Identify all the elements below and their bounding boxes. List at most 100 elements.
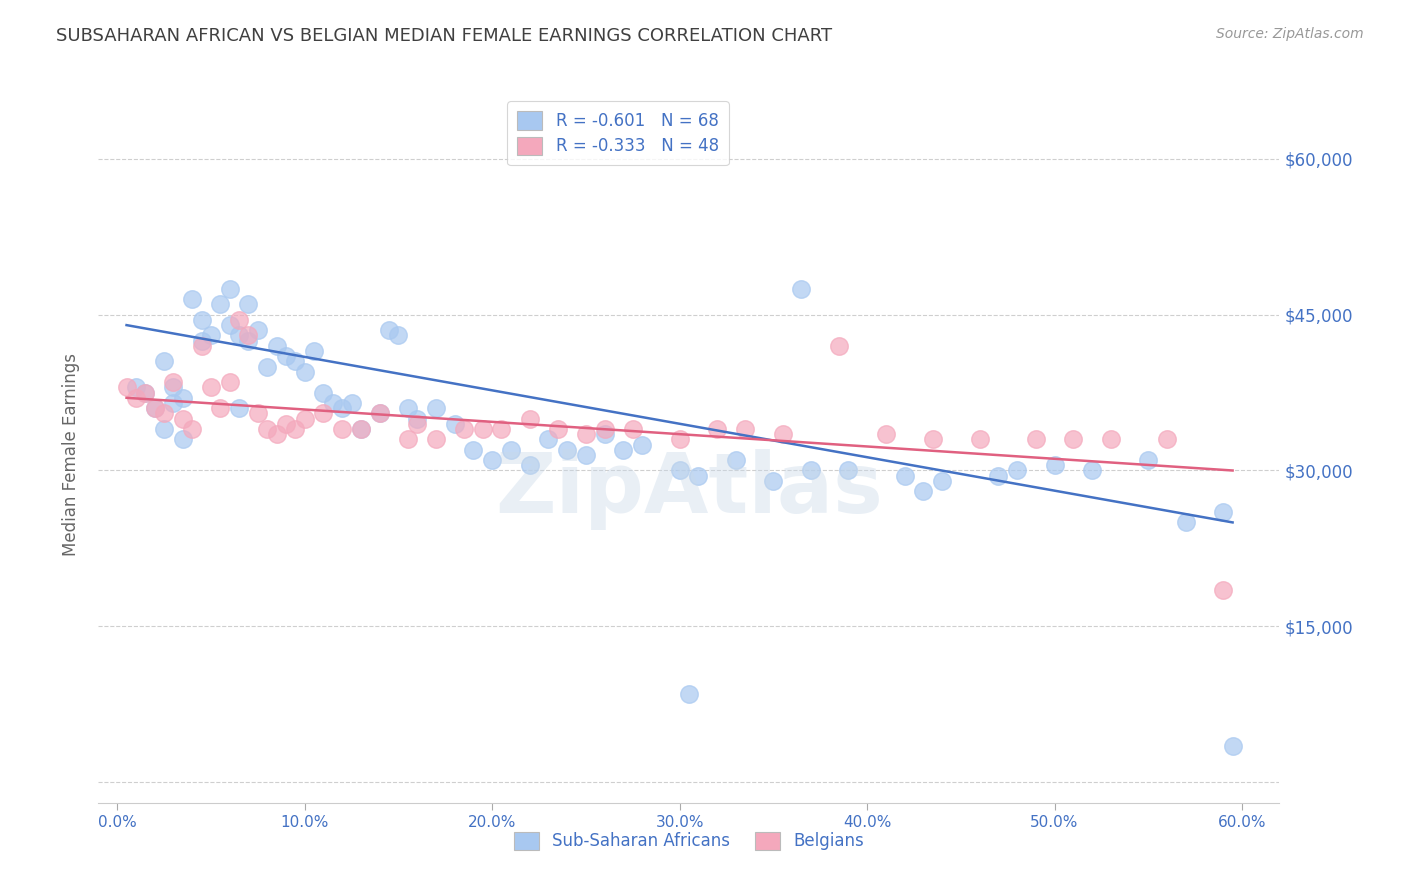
Point bbox=[575, 427, 598, 442]
Point bbox=[125, 391, 148, 405]
Point bbox=[322, 396, 344, 410]
Point bbox=[762, 474, 785, 488]
Y-axis label: Median Female Earnings: Median Female Earnings bbox=[62, 353, 80, 557]
Point bbox=[368, 406, 391, 420]
Point bbox=[987, 468, 1010, 483]
Point bbox=[1099, 433, 1122, 447]
Point bbox=[274, 417, 297, 431]
Point bbox=[1005, 463, 1028, 477]
Point bbox=[678, 687, 700, 701]
Point bbox=[612, 442, 634, 457]
Point bbox=[800, 463, 823, 477]
Point bbox=[406, 417, 429, 431]
Text: SUBSAHARAN AFRICAN VS BELGIAN MEDIAN FEMALE EARNINGS CORRELATION CHART: SUBSAHARAN AFRICAN VS BELGIAN MEDIAN FEM… bbox=[56, 27, 832, 45]
Point bbox=[246, 406, 269, 420]
Text: Source: ZipAtlas.com: Source: ZipAtlas.com bbox=[1216, 27, 1364, 41]
Point bbox=[302, 344, 325, 359]
Point bbox=[593, 422, 616, 436]
Point bbox=[200, 328, 222, 343]
Point bbox=[284, 422, 307, 436]
Point bbox=[912, 484, 935, 499]
Point bbox=[1137, 453, 1160, 467]
Point bbox=[443, 417, 465, 431]
Point bbox=[668, 463, 690, 477]
Point bbox=[256, 359, 278, 374]
Point bbox=[668, 433, 690, 447]
Point bbox=[537, 433, 560, 447]
Point bbox=[181, 292, 204, 306]
Point bbox=[143, 401, 166, 416]
Point bbox=[1062, 433, 1084, 447]
Point bbox=[893, 468, 915, 483]
Text: ZipAtlas: ZipAtlas bbox=[495, 450, 883, 530]
Point bbox=[734, 422, 756, 436]
Point bbox=[330, 422, 353, 436]
Point bbox=[1043, 458, 1066, 473]
Point bbox=[209, 297, 232, 311]
Point bbox=[162, 396, 184, 410]
Point bbox=[396, 433, 419, 447]
Point bbox=[790, 282, 813, 296]
Point bbox=[1222, 739, 1244, 753]
Point bbox=[238, 297, 260, 311]
Point bbox=[162, 376, 184, 390]
Point bbox=[387, 328, 409, 343]
Point bbox=[621, 422, 644, 436]
Point bbox=[921, 433, 943, 447]
Point bbox=[218, 318, 240, 332]
Point bbox=[134, 385, 156, 400]
Point bbox=[875, 427, 897, 442]
Point bbox=[134, 385, 156, 400]
Point bbox=[453, 422, 475, 436]
Point bbox=[143, 401, 166, 416]
Point bbox=[837, 463, 859, 477]
Point bbox=[931, 474, 953, 488]
Point bbox=[969, 433, 991, 447]
Point bbox=[425, 401, 447, 416]
Point bbox=[312, 406, 335, 420]
Point bbox=[256, 422, 278, 436]
Point bbox=[593, 427, 616, 442]
Point bbox=[162, 380, 184, 394]
Point bbox=[312, 385, 335, 400]
Point bbox=[519, 411, 541, 425]
Point bbox=[266, 339, 288, 353]
Legend: Sub-Saharan Africans, Belgians: Sub-Saharan Africans, Belgians bbox=[508, 825, 870, 857]
Point bbox=[471, 422, 494, 436]
Point bbox=[190, 334, 212, 348]
Point bbox=[350, 422, 373, 436]
Point bbox=[406, 411, 429, 425]
Point bbox=[547, 422, 569, 436]
Point bbox=[368, 406, 391, 420]
Point bbox=[125, 380, 148, 394]
Point bbox=[228, 328, 250, 343]
Point bbox=[575, 448, 598, 462]
Point bbox=[228, 313, 250, 327]
Point bbox=[425, 433, 447, 447]
Point bbox=[828, 339, 851, 353]
Point bbox=[172, 391, 194, 405]
Point bbox=[266, 427, 288, 442]
Point bbox=[463, 442, 485, 457]
Point bbox=[181, 422, 204, 436]
Point bbox=[706, 422, 728, 436]
Point bbox=[491, 422, 513, 436]
Point bbox=[1081, 463, 1104, 477]
Point bbox=[499, 442, 522, 457]
Point bbox=[555, 442, 578, 457]
Point bbox=[330, 401, 353, 416]
Point bbox=[340, 396, 363, 410]
Point bbox=[246, 323, 269, 337]
Point bbox=[688, 468, 710, 483]
Point bbox=[772, 427, 794, 442]
Point bbox=[1025, 433, 1047, 447]
Point bbox=[1174, 516, 1197, 530]
Point bbox=[294, 411, 316, 425]
Point bbox=[172, 433, 194, 447]
Point bbox=[378, 323, 401, 337]
Point bbox=[724, 453, 747, 467]
Point bbox=[153, 354, 176, 368]
Point bbox=[631, 437, 654, 451]
Point bbox=[294, 365, 316, 379]
Point bbox=[190, 313, 212, 327]
